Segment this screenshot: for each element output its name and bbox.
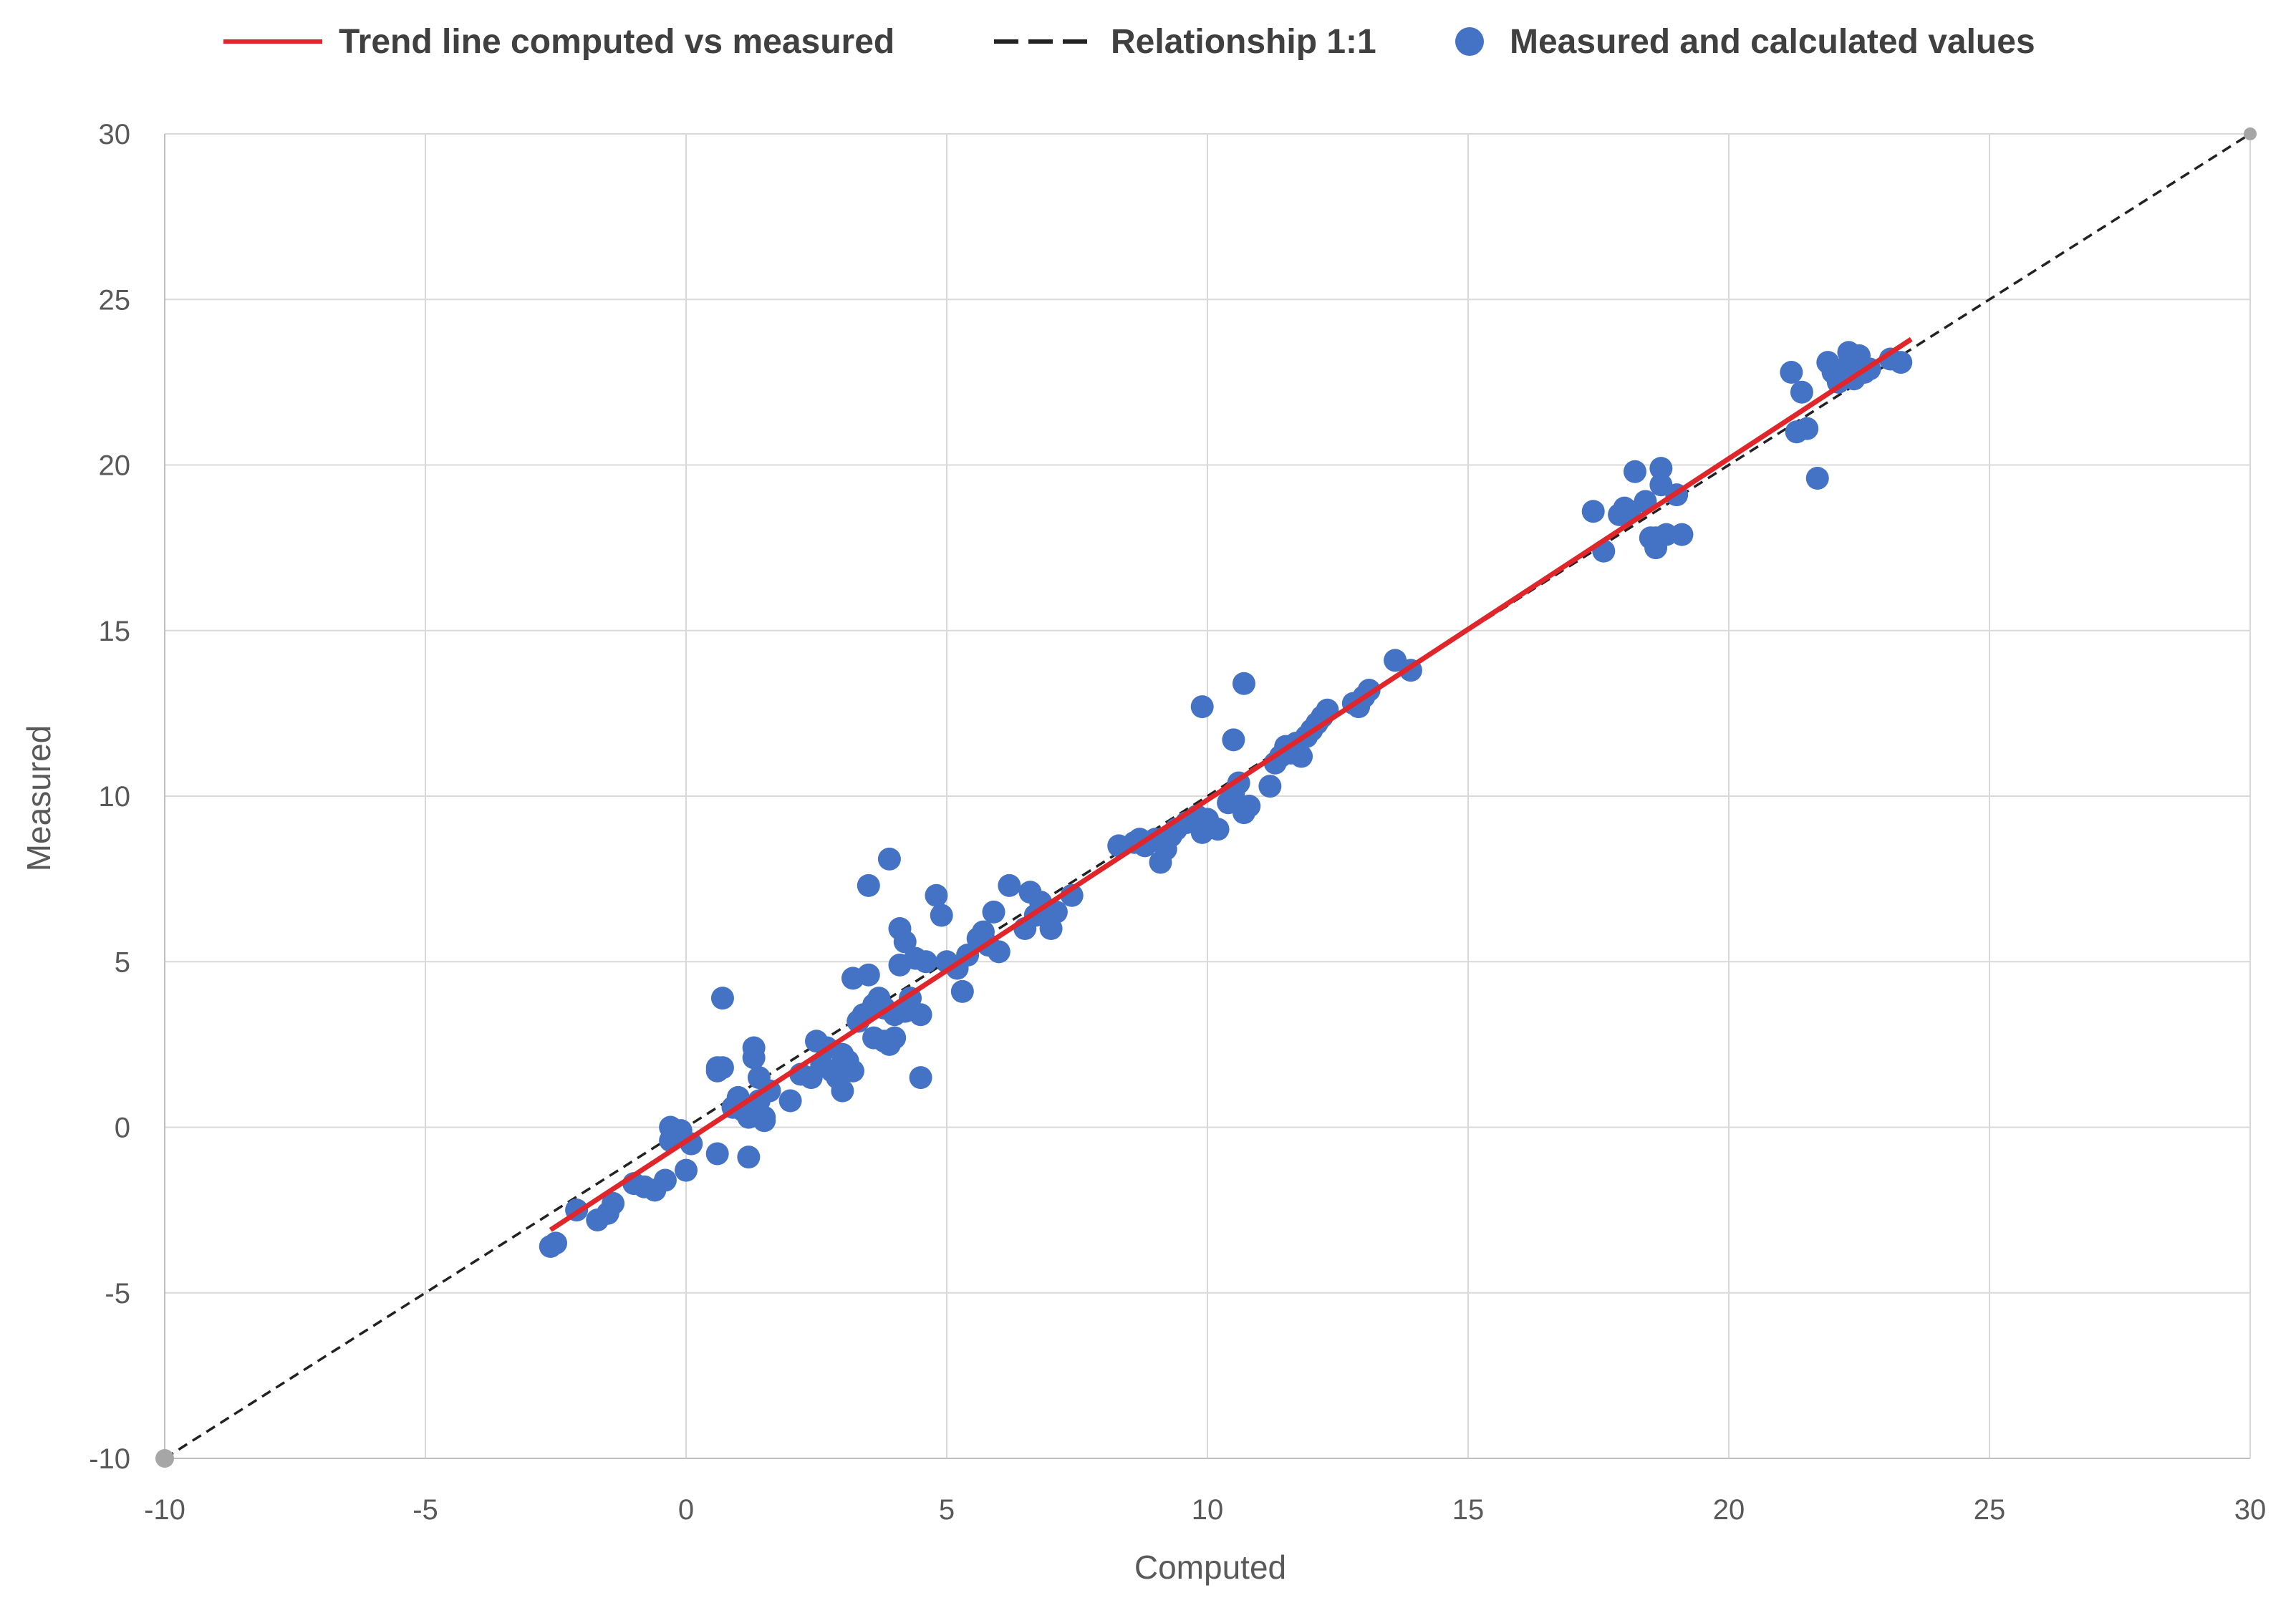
data-point bbox=[982, 900, 1005, 924]
legend: Trend line computed vs measured Relation… bbox=[223, 23, 2035, 61]
data-point bbox=[914, 950, 937, 974]
y-tick-label: 10 bbox=[99, 781, 131, 813]
y-tick-label: 15 bbox=[99, 616, 131, 647]
data-point bbox=[1795, 417, 1819, 440]
data-point bbox=[737, 1146, 761, 1169]
y-axis-title: Measured bbox=[20, 725, 57, 872]
legend-values-label: Measured and calculated values bbox=[1510, 23, 2035, 61]
data-point bbox=[1780, 361, 1803, 384]
legend-trend-line-label: Trend line computed vs measured bbox=[339, 23, 894, 61]
x-tick-label: 10 bbox=[1192, 1494, 1224, 1526]
axes bbox=[164, 134, 2250, 1459]
data-point bbox=[1649, 457, 1673, 480]
data-point bbox=[893, 930, 917, 954]
x-tick-label: -5 bbox=[413, 1494, 438, 1526]
y-tick-label: 25 bbox=[99, 284, 131, 316]
data-point bbox=[857, 873, 880, 897]
legend-relationship-label: Relationship 1:1 bbox=[1111, 23, 1376, 61]
data-point bbox=[742, 1046, 766, 1070]
x-tick-label: 25 bbox=[1974, 1494, 2006, 1526]
y-tick-label: 5 bbox=[115, 946, 130, 978]
data-point bbox=[1290, 745, 1313, 768]
y-tick-label: 20 bbox=[99, 450, 131, 482]
x-tick-label: -10 bbox=[144, 1494, 185, 1526]
data-point bbox=[653, 1168, 677, 1192]
data-point bbox=[1889, 351, 1913, 374]
y-tick-label: 0 bbox=[115, 1113, 130, 1144]
legend-item-values: Measured and calculated values bbox=[1455, 23, 2035, 61]
data-point bbox=[675, 1158, 698, 1182]
x-tick-label: 5 bbox=[939, 1494, 955, 1526]
data-point bbox=[857, 963, 880, 987]
legend-item-relationship: Relationship 1:1 bbox=[994, 23, 1376, 61]
data-point bbox=[1805, 467, 1829, 490]
x-tick-label: 30 bbox=[2234, 1494, 2267, 1526]
data-point bbox=[930, 904, 953, 927]
data-point bbox=[1238, 794, 1261, 818]
data-point bbox=[753, 1109, 776, 1133]
data-point bbox=[1623, 460, 1646, 483]
data-point bbox=[841, 1059, 864, 1083]
y-tick-label: -5 bbox=[105, 1278, 130, 1309]
data-point bbox=[602, 1191, 625, 1215]
data-point bbox=[831, 1079, 854, 1103]
x-tick-label: 15 bbox=[1452, 1494, 1485, 1526]
x-tick-label: 20 bbox=[1713, 1494, 1745, 1526]
data-point bbox=[705, 1142, 729, 1166]
data-point bbox=[1790, 380, 1813, 404]
y-tick-label: 30 bbox=[99, 119, 131, 150]
one-to-one-endpoint-marker bbox=[155, 1449, 174, 1468]
data-point bbox=[1206, 818, 1230, 841]
legend-item-trend-line: Trend line computed vs measured bbox=[223, 23, 894, 61]
data-point bbox=[909, 1066, 932, 1090]
trend-line bbox=[549, 336, 1913, 1232]
data-point bbox=[1581, 500, 1605, 523]
data-point bbox=[877, 847, 901, 871]
data-point bbox=[1670, 523, 1694, 546]
data-point bbox=[705, 1059, 729, 1083]
data-point bbox=[1222, 728, 1245, 752]
data-point bbox=[1190, 695, 1214, 719]
data-point bbox=[1044, 900, 1068, 924]
data-point bbox=[710, 987, 734, 1010]
data-point bbox=[998, 873, 1021, 897]
data-point bbox=[883, 1026, 907, 1050]
data-point bbox=[987, 940, 1010, 964]
data-point bbox=[1258, 775, 1282, 798]
one-to-one-endpoint-marker bbox=[2244, 127, 2257, 140]
x-tick-label: 0 bbox=[678, 1494, 694, 1526]
grid-lines bbox=[164, 133, 2251, 1459]
tick-labels: -10 -5 0 5 10 15 20 25 30 -10 -5 0 5 10 15 20 25 30 bbox=[89, 119, 2266, 1526]
data-point bbox=[1232, 672, 1255, 695]
scatter-points-layer bbox=[539, 341, 1913, 1258]
data-point bbox=[909, 1003, 932, 1027]
reference-line-layer bbox=[155, 127, 2257, 1468]
data-point bbox=[925, 883, 948, 907]
y-tick-label: -10 bbox=[89, 1443, 130, 1475]
trend-line-layer bbox=[549, 336, 1913, 1232]
legend-values-marker bbox=[1455, 27, 1484, 56]
data-point bbox=[778, 1089, 802, 1113]
data-point bbox=[544, 1231, 567, 1255]
x-axis-title: Computed bbox=[1134, 1549, 1286, 1586]
data-point bbox=[950, 979, 974, 1003]
